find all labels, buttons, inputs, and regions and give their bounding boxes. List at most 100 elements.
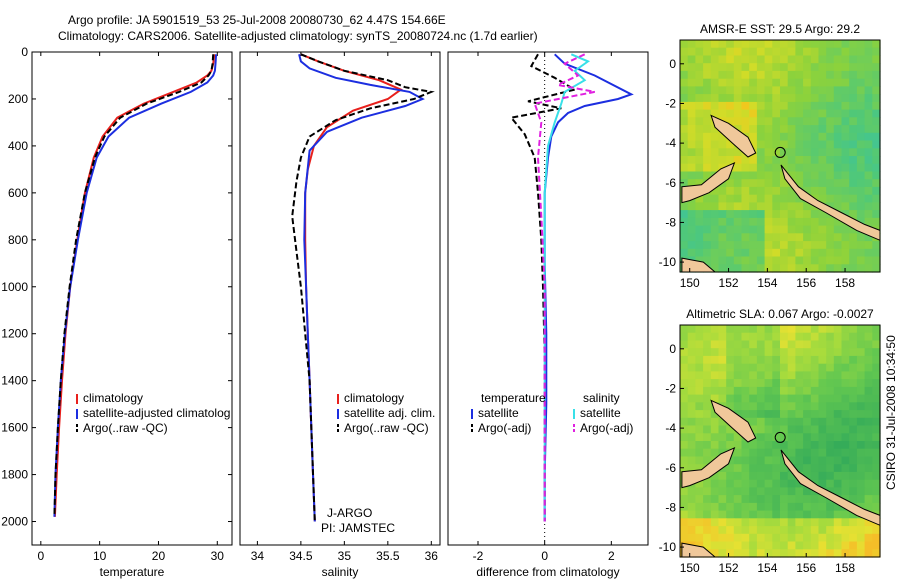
map-cell bbox=[787, 78, 796, 87]
map-cell bbox=[872, 549, 881, 558]
map-cell bbox=[703, 487, 712, 496]
y-tick-label: 800 bbox=[8, 233, 28, 247]
map-cell bbox=[749, 340, 758, 349]
map-cell bbox=[833, 78, 843, 87]
map-cell bbox=[687, 325, 696, 334]
map-cell bbox=[826, 194, 835, 203]
map-cell bbox=[810, 179, 820, 188]
map-cell bbox=[756, 248, 766, 258]
map-cell bbox=[764, 202, 773, 211]
map-cell bbox=[726, 526, 735, 535]
map-cell bbox=[695, 363, 704, 372]
map-cell bbox=[856, 241, 866, 250]
map-cell bbox=[872, 156, 881, 165]
map-cell bbox=[849, 125, 858, 134]
map-cell bbox=[749, 325, 758, 334]
map-cell bbox=[780, 417, 789, 427]
map-cell bbox=[687, 109, 696, 118]
map-cell bbox=[795, 441, 804, 450]
map-cell bbox=[741, 479, 750, 488]
map-cell bbox=[718, 86, 727, 95]
map-y-tick-label: 0 bbox=[669, 57, 676, 71]
map-cell bbox=[826, 117, 835, 126]
map-cell bbox=[726, 256, 735, 265]
map-cell bbox=[856, 233, 866, 242]
map-cell bbox=[795, 456, 804, 465]
land-new-britain bbox=[681, 161, 736, 204]
map-cell bbox=[710, 363, 720, 372]
argo-position-marker bbox=[774, 431, 786, 443]
map-cell bbox=[795, 363, 804, 372]
map-cell bbox=[872, 332, 881, 341]
map-cell bbox=[795, 332, 804, 341]
map-cell bbox=[818, 394, 827, 403]
map-cell bbox=[795, 533, 804, 543]
map-cell bbox=[772, 217, 781, 227]
map-cell bbox=[703, 518, 712, 527]
map-cell bbox=[741, 487, 750, 496]
map-cell bbox=[695, 241, 704, 250]
map-cell bbox=[749, 332, 758, 341]
map-cell bbox=[726, 502, 735, 512]
map-cell bbox=[872, 264, 881, 273]
map-cell bbox=[787, 456, 796, 465]
map-cell bbox=[772, 526, 781, 535]
map-cell bbox=[810, 148, 820, 157]
map-cell bbox=[818, 163, 827, 172]
map-cell bbox=[780, 410, 789, 419]
map-cell bbox=[787, 225, 796, 234]
map-cell bbox=[810, 502, 820, 512]
map-cell bbox=[764, 163, 773, 172]
map-cell bbox=[680, 402, 689, 411]
map-cell bbox=[826, 363, 835, 372]
map-cell bbox=[872, 186, 881, 196]
map-cell bbox=[756, 541, 766, 550]
map-cell bbox=[703, 371, 712, 380]
map-cell bbox=[833, 355, 843, 365]
map-cell bbox=[803, 202, 812, 211]
map-cell bbox=[780, 379, 789, 388]
map-cell bbox=[872, 241, 881, 250]
map-cell bbox=[841, 117, 850, 126]
map-cell bbox=[733, 101, 743, 111]
map-cell bbox=[733, 379, 743, 388]
map-cell bbox=[849, 448, 858, 457]
map-cell bbox=[856, 464, 866, 473]
map-cell bbox=[749, 510, 758, 519]
y-tick-label: 1400 bbox=[1, 374, 28, 388]
map-cell bbox=[818, 363, 827, 372]
map-cell bbox=[803, 140, 812, 149]
map-cell bbox=[695, 256, 704, 265]
map-cell bbox=[826, 456, 835, 465]
map-cell bbox=[718, 241, 727, 250]
map-cell bbox=[749, 217, 758, 227]
map-cell bbox=[841, 332, 850, 341]
map-cell bbox=[710, 233, 720, 242]
map-cell bbox=[764, 241, 773, 250]
map-cell bbox=[741, 363, 750, 372]
map-cell bbox=[710, 417, 720, 427]
map-cell bbox=[741, 256, 750, 265]
map-cell bbox=[872, 109, 881, 118]
map-cell bbox=[680, 163, 689, 172]
map-cell bbox=[741, 471, 750, 481]
map-cell bbox=[733, 156, 743, 165]
map-cell bbox=[795, 179, 804, 188]
map-cell bbox=[680, 394, 689, 403]
map-cell bbox=[741, 217, 750, 227]
map-cell bbox=[856, 117, 866, 126]
map-cell bbox=[749, 410, 758, 419]
y-tick-label: 400 bbox=[8, 139, 28, 153]
map-cell bbox=[872, 410, 881, 419]
map-cell bbox=[795, 340, 804, 349]
map-cell bbox=[864, 241, 873, 250]
map-cell bbox=[726, 325, 735, 334]
map-cell bbox=[703, 495, 712, 504]
map-cell bbox=[856, 363, 866, 372]
map-cell bbox=[864, 325, 873, 334]
map-cell bbox=[872, 495, 881, 504]
map-cell bbox=[718, 78, 727, 87]
map-cell bbox=[756, 340, 766, 349]
map-cell bbox=[841, 125, 850, 134]
map-cell bbox=[833, 325, 843, 334]
